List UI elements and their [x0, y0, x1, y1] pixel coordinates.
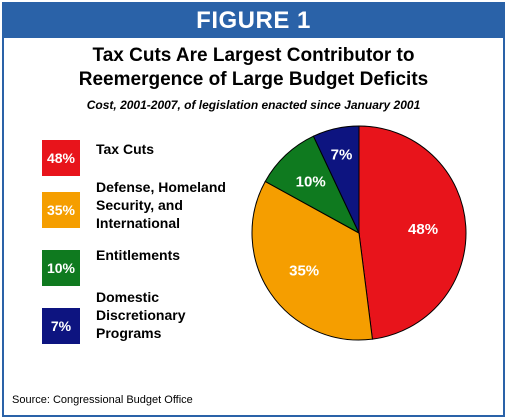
legend-label-entitlements: Entitlements [96, 247, 181, 263]
legend-swatch-tax-cuts: 48% [42, 140, 80, 176]
legend-label-defense: Defense, Homeland Security, and Internat… [96, 179, 226, 231]
source-note: Source: Congressional Budget Office [12, 394, 193, 406]
legend-label-domestic: Domestic Discretionary Programs [96, 289, 186, 341]
legend-swatch-domestic: 7% [42, 308, 80, 344]
pie-slice-label-2: 10% [296, 174, 326, 191]
pie-slice-label-1: 35% [289, 262, 319, 279]
pie-slice-0 [358, 125, 467, 340]
legend-swatch-entitlements: 10% [42, 250, 80, 286]
pie-slice-1 [251, 180, 373, 341]
chart-title-line-1: Tax Cuts Are Largest Contributor to [92, 45, 415, 66]
figure-header: FIGURE 1 [4, 4, 503, 38]
pie-slice-3 [312, 125, 360, 234]
chart-subtitle: Cost, 2001-2007, of legislation enacted … [86, 98, 421, 112]
pie-slice-label-0: 48% [408, 221, 438, 238]
chart-title-line-2: Reemergence of Large Budget Deficits [78, 69, 429, 90]
chart-title: Tax Cuts Are Largest Contributor to Reem… [4, 44, 503, 92]
legend-label-tax-cuts: Tax Cuts [96, 141, 155, 157]
pie-slice-label-3: 7% [331, 147, 353, 164]
legend-swatch-defense: 35% [42, 192, 80, 228]
